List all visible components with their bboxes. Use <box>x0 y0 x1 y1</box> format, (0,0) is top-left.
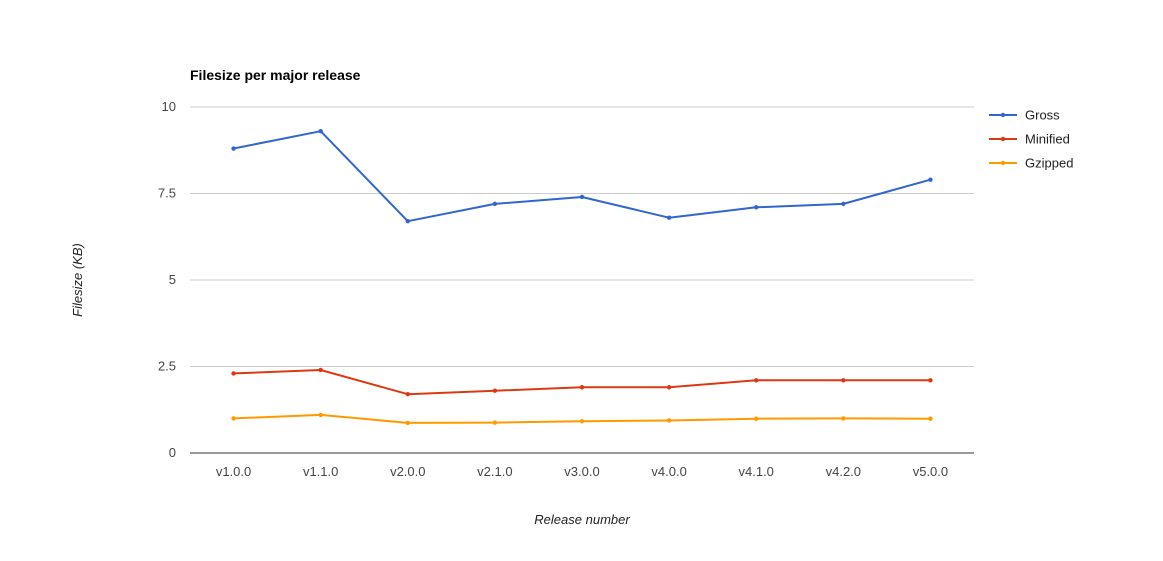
y-tick-label: 2.5 <box>158 359 176 374</box>
x-tick-label: v4.2.0 <box>826 464 861 479</box>
legend-label: Gzipped <box>1025 156 1073 171</box>
x-tick-label: v2.1.0 <box>477 464 512 479</box>
x-axis-title: Release number <box>534 512 630 527</box>
series-gross <box>231 129 933 224</box>
data-point <box>754 378 759 383</box>
data-point <box>405 391 410 397</box>
data-point <box>492 388 498 393</box>
legend-marker <box>1000 112 1006 118</box>
data-point <box>231 416 236 421</box>
data-point <box>492 201 498 207</box>
legend-item: Gzipped <box>989 156 1073 171</box>
gridlines <box>190 106 974 454</box>
x-tick-label: v5.0.0 <box>913 464 948 479</box>
data-point <box>754 416 759 421</box>
data-point <box>231 146 236 151</box>
data-point <box>579 385 585 390</box>
data-point <box>928 378 933 383</box>
y-tick-label: 10 <box>162 99 176 114</box>
data-point <box>579 418 585 424</box>
legend: Gross Minified Gzipped <box>989 108 1073 171</box>
data-point <box>405 218 410 224</box>
y-tick-label: 7.5 <box>158 186 176 201</box>
legend-label: Gross <box>1025 108 1060 123</box>
y-axis-ticks: 0 2.5 5 7.5 10 <box>158 99 176 460</box>
series-line <box>233 369 931 396</box>
chart-title: Filesize per major release <box>190 67 361 83</box>
x-tick-label: v1.0.0 <box>216 464 251 479</box>
data-point <box>318 129 323 134</box>
y-tick-label: 0 <box>169 445 176 460</box>
legend-label: Minified <box>1025 132 1070 147</box>
data-point <box>928 177 933 182</box>
x-tick-label: v3.0.0 <box>564 464 599 479</box>
data-point <box>318 412 323 418</box>
data-point <box>579 194 585 200</box>
y-axis-title: Filesize (KB) <box>70 243 85 317</box>
x-tick-label: v2.0.0 <box>390 464 425 479</box>
series-minified <box>231 367 933 397</box>
data-point <box>928 416 933 421</box>
data-point <box>666 215 672 220</box>
data-point <box>231 371 236 376</box>
legend-marker <box>1000 160 1006 166</box>
series-lines <box>231 129 933 426</box>
legend-item: Minified <box>989 132 1070 147</box>
data-point <box>666 385 672 390</box>
data-point <box>841 201 846 207</box>
data-point <box>492 420 498 425</box>
series-gzipped <box>231 412 933 426</box>
series-line <box>233 130 931 223</box>
legend-marker <box>1000 136 1006 142</box>
x-tick-label: v4.0.0 <box>651 464 686 479</box>
data-point <box>666 418 672 423</box>
x-tick-label: v1.1.0 <box>303 464 338 479</box>
x-axis-ticks: v1.0.0 v1.1.0 v2.0.0 v2.1.0 v3.0.0 v4.0.0 v4.1… <box>216 464 948 479</box>
legend-item: Gross <box>989 108 1060 123</box>
data-point <box>841 378 846 383</box>
data-point <box>405 420 410 426</box>
data-point <box>318 367 323 373</box>
data-point <box>754 205 759 210</box>
x-tick-label: v4.1.0 <box>739 464 774 479</box>
y-tick-label: 5 <box>169 272 176 287</box>
data-point <box>841 416 846 421</box>
